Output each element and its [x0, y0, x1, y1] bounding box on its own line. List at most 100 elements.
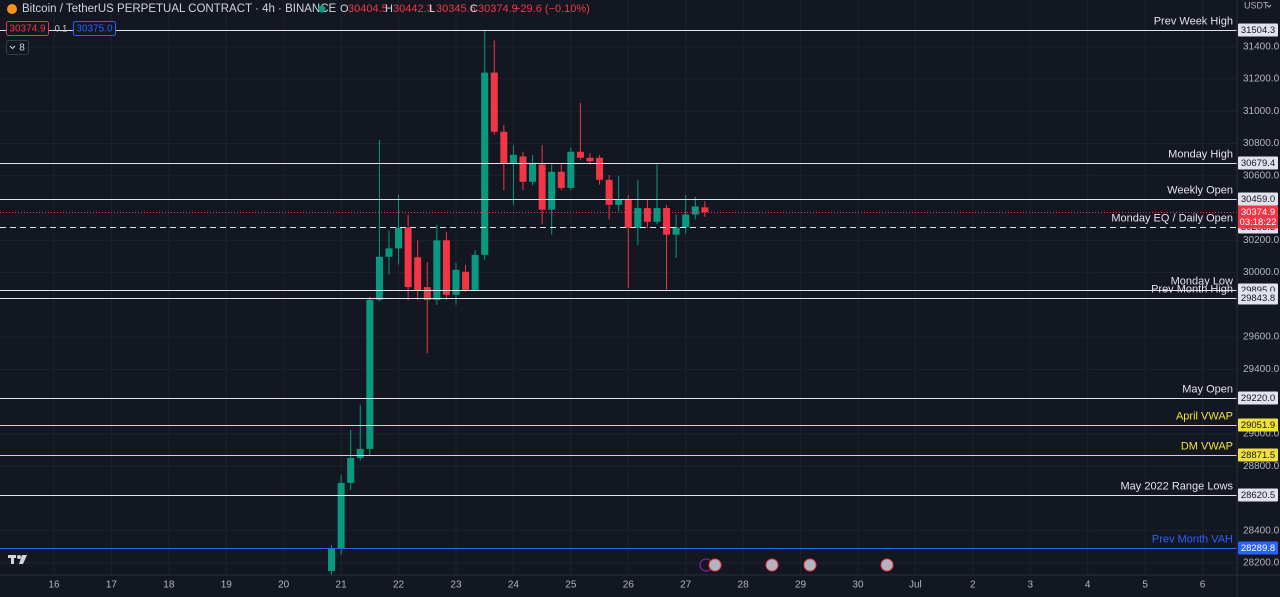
candle-body: [586, 157, 594, 162]
candle-body: [557, 171, 565, 188]
candle-body: [529, 162, 537, 182]
level-price: 30679.4: [1241, 158, 1275, 169]
candle-body: [500, 131, 508, 163]
y-tick-label: 29000.0: [1243, 429, 1280, 440]
level-price: 29220.0: [1241, 393, 1275, 404]
candle-body: [605, 179, 613, 205]
x-tick-label: 25: [565, 580, 577, 591]
level-label: Monday Low: [1171, 275, 1233, 287]
level-price-tag: [1238, 23, 1278, 37]
candle-body: [375, 256, 383, 300]
candle-body: [596, 157, 604, 180]
y-tick-label: 30600.0: [1243, 170, 1280, 181]
x-tick-label: 6: [1200, 580, 1206, 591]
level-label: May 2022 Range Lows: [1120, 480, 1233, 492]
axes: 28200.0 28400.0 28800.0 29000.0 29400.0 29600…: [48, 41, 1279, 590]
candle-body: [433, 240, 441, 300]
y-tick-label: 29600.0: [1243, 332, 1280, 343]
x-tick-label: 23: [450, 580, 462, 591]
candle-body: [423, 287, 431, 300]
sell-button[interactable]: [6, 21, 49, 36]
level-price-tag: [1238, 391, 1278, 405]
level-label: Weekly Open: [1167, 184, 1233, 196]
x-tick-label: 16: [48, 580, 60, 591]
candle-body: [663, 208, 671, 235]
x-tick-label: 27: [680, 580, 692, 591]
level-price: 31504.3: [1241, 25, 1275, 36]
spread: 0.1: [55, 23, 68, 33]
level-label: Prev Month High: [1151, 283, 1233, 295]
price-change: −29.6 (−0.10%): [514, 3, 590, 15]
price-tags: 31504.330679.430459.030283.329895.029843…: [1238, 23, 1278, 555]
x-tick-label: Jul: [909, 580, 922, 591]
x-tick-label: 22: [393, 580, 405, 591]
event-marker[interactable]: [880, 558, 894, 572]
x-tick-label: 28: [738, 580, 750, 591]
candle-body: [509, 154, 517, 163]
x-tick-label: 20: [278, 580, 290, 591]
level-label: May Open: [1182, 383, 1233, 395]
candle-body: [414, 257, 422, 291]
countdown: 03:18:22: [1240, 217, 1277, 228]
indicators-toggle[interactable]: [6, 40, 29, 55]
symbol-title: Bitcoin / TetherUS PERPETUAL CONTRACT · …: [22, 3, 337, 15]
y-tick-label: 29400.0: [1243, 364, 1280, 375]
candle-body: [404, 227, 412, 288]
candle-body: [643, 208, 651, 222]
candle-body: [490, 72, 498, 132]
currency[interactable]: USDT: [1244, 0, 1269, 10]
event-marker[interactable]: [708, 558, 722, 572]
buy-button[interactable]: [73, 21, 116, 36]
level-price: 29843.8: [1241, 293, 1275, 304]
logo: [8, 555, 27, 564]
ohlc-value: 30345.6: [436, 3, 476, 15]
x-tick-label: 21: [336, 580, 348, 591]
level-price-tag: [1238, 156, 1278, 170]
candle-body: [576, 151, 584, 158]
candle-body: [337, 482, 345, 549]
event-marker[interactable]: [803, 558, 817, 572]
level-label: Monday EQ / Daily Open: [1111, 212, 1233, 224]
level-price-tag: [1238, 488, 1278, 502]
y-tick-label: 31200.0: [1243, 74, 1280, 85]
level-label: Prev Month VAH: [1152, 533, 1233, 545]
level-price: 29051.9: [1241, 420, 1275, 431]
level-price-tag: [1238, 291, 1278, 305]
last-price: 30374.9: [1241, 207, 1275, 218]
level-label: Prev Week High: [1154, 15, 1233, 27]
x-tick-label: 5: [1142, 580, 1148, 591]
level-price-tag: [1238, 418, 1278, 432]
x-tick-label: 30: [852, 580, 864, 591]
candle-body: [385, 248, 393, 257]
ohlc-value: 30374.9: [478, 3, 518, 15]
grid: [0, 0, 1237, 575]
candle-body: [356, 448, 364, 458]
x-tick-label: 3: [1027, 580, 1033, 591]
candle-body: [701, 207, 709, 213]
level-price: 28620.5: [1241, 490, 1275, 501]
candle-body: [442, 240, 450, 295]
candle-body: [653, 208, 661, 222]
y-tick-label: 30200.0: [1243, 235, 1280, 246]
level-label: DM VWAP: [1181, 440, 1233, 452]
candle-body: [691, 206, 699, 215]
candle-body: [519, 156, 527, 182]
level-label: Monday High: [1168, 148, 1233, 160]
y-tick-label: 28800.0: [1243, 461, 1280, 472]
event-marker[interactable]: [765, 558, 779, 572]
level-price-tag: [1238, 541, 1278, 555]
y-tick-label: 31000.0: [1243, 106, 1280, 117]
candle-body: [682, 214, 690, 228]
ohlc-value: 30404.5: [348, 3, 388, 15]
legend-header: Bitcoin / TetherUS PERPETUAL CONTRACT · …: [6, 0, 1272, 55]
y-tick-label: 31400.0: [1243, 41, 1280, 52]
level-price-tag: [1238, 448, 1278, 462]
candle-body: [567, 151, 575, 188]
market-status[interactable]: [318, 5, 326, 13]
x-tick-label: 17: [106, 580, 118, 591]
events[interactable]: [699, 558, 894, 572]
y-tick-label: 30000.0: [1243, 267, 1280, 278]
sell-price: 30374.9: [9, 24, 46, 35]
ohlc-letter: H: [385, 3, 393, 15]
